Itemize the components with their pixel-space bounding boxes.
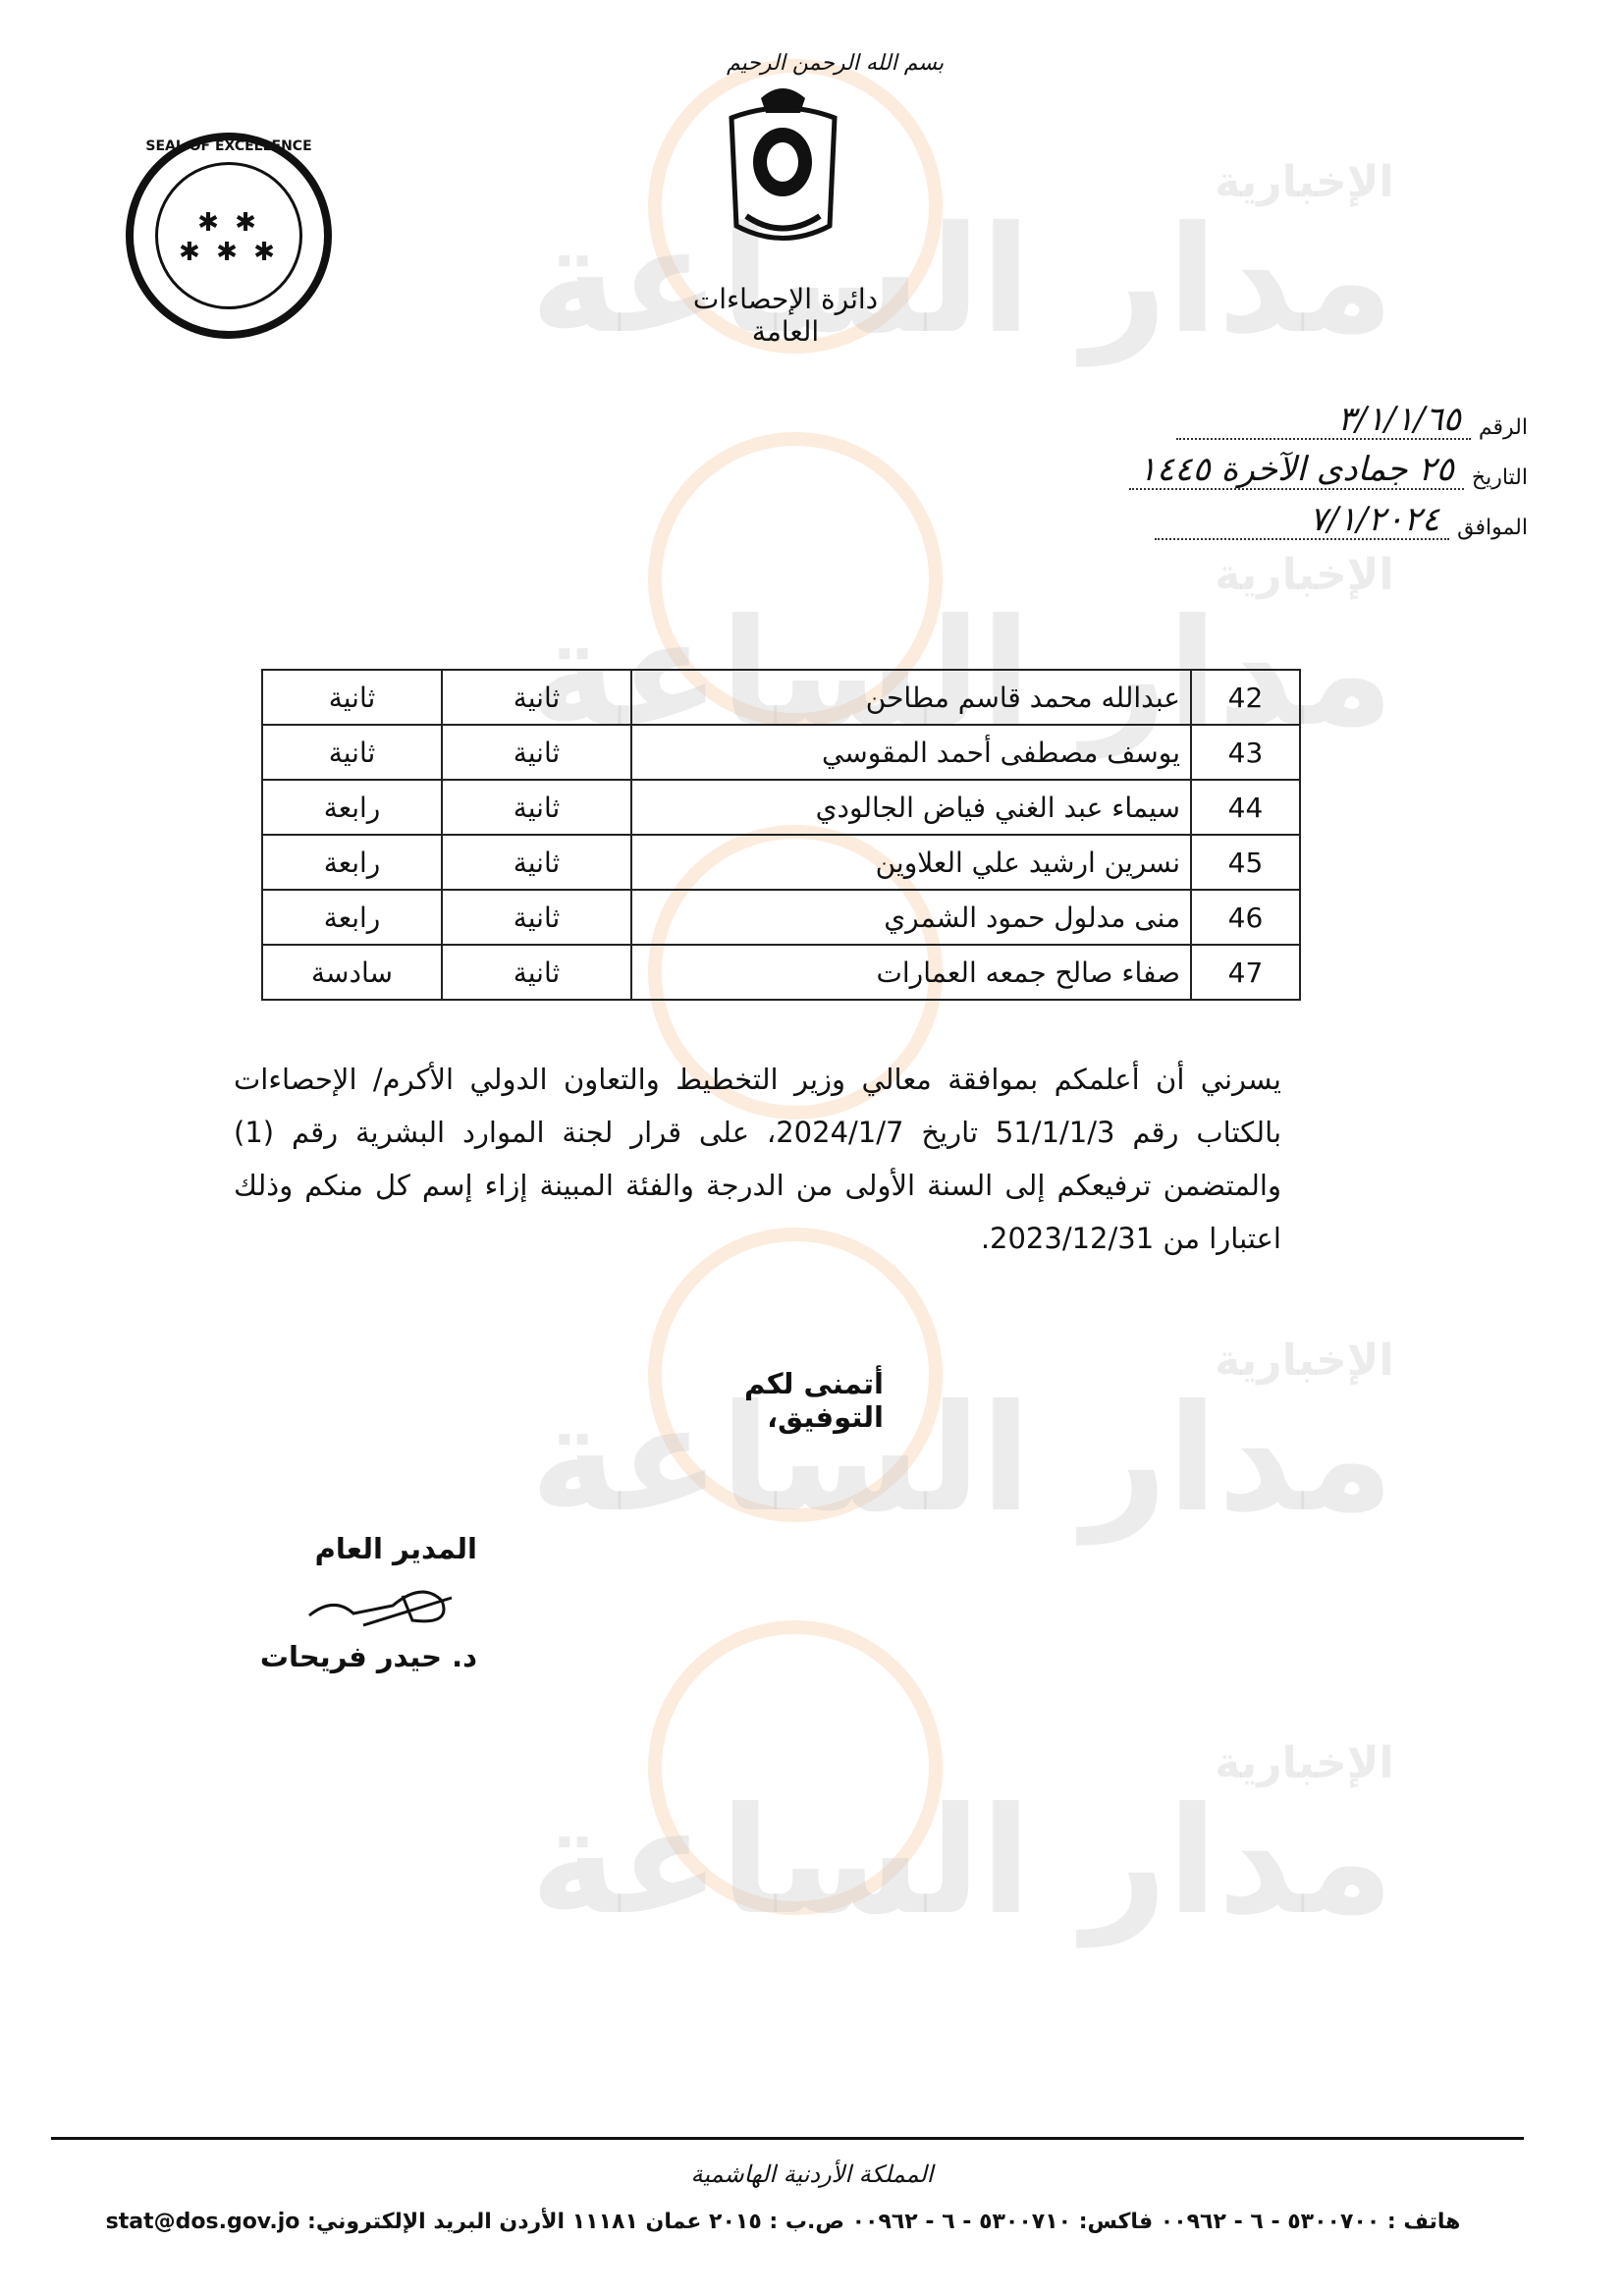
promotion-table: 42 عبدالله محمد قاسم مطاحن ثانية ثانية 43 يوس… [261,669,1301,1001]
contact-info: هاتف : ٥٣٠٠٧٠٠ - ٦ - ٠٠٩٦٢ فاكس: ٥٣٠٠٧١٠… [105,2210,1461,2234]
corresponding-value: ٧/١/٢٠٢٤ [1155,501,1450,540]
category-cell: رابعة [261,779,443,836]
row-number: 46 [1190,889,1301,946]
row-number: 47 [1190,944,1301,1001]
grade-cell: ثانية [441,944,632,1001]
grade-cell: ثانية [441,779,632,836]
number-label: الرقم [1478,415,1528,440]
date-label: التاريخ [1471,465,1528,490]
table-row: 43 يوسف مصطفى أحمد المقوسي ثانية ثانية [261,724,1301,781]
row-number: 44 [1190,779,1301,836]
date-value: ٢٥ جمادى الآخرة ١٤٤٥ [1128,451,1464,490]
basmala: بسم الله الرحمن الرحيم [727,51,945,76]
grade-cell: ثانية [441,724,632,781]
row-number: 42 [1190,669,1301,726]
number-value: ٣/١/١/٦٥ [1175,401,1471,440]
employee-name: سيماء عبد الغني فياض الجالودي [630,779,1192,836]
body-paragraph: يسرني أن أعلمكم بموافقة معالي وزير التخط… [234,1063,1282,1255]
category-cell: رابعة [261,834,443,891]
table-row: 45 نسرين ارشيد علي العلاوين ثانية رابعة [261,834,1301,891]
category-cell: سادسة [261,944,443,1001]
category-cell: ثانية [261,724,443,781]
employee-name: نسرين ارشيد علي العلاوين [630,834,1192,891]
department-name: دائرة الإحصاءات العامة [692,283,879,348]
corresponding-date-field: الموافق ٧/١/٢٠٢٤ [1155,501,1528,540]
grade-cell: ثانية [441,889,632,946]
category-cell: ثانية [261,669,443,726]
employee-name: يوسف مصطفى أحمد المقوسي [630,724,1192,781]
table-row: 44 سيماء عبد الغني فياض الجالودي ثانية رابع… [261,779,1301,836]
handwritten-signature [308,1590,453,1627]
grade-cell: ثانية [441,834,632,891]
kingdom-name: المملكة الأردنية الهاشمية [690,2160,934,2188]
grade-cell: ثانية [441,669,632,726]
employee-name: منى مدلول حمود الشمري [630,889,1192,946]
footer-divider [51,2137,1524,2140]
signatory-title: المدير العام [314,1532,477,1565]
table-row: 46 منى مدلول حمود الشمري ثانية رابعة [261,889,1301,946]
date-field: التاريخ ٢٥ جمادى الآخرة ١٤٤٥ [1128,451,1528,490]
table-row: 42 عبدالله محمد قاسم مطاحن ثانية ثانية [261,669,1301,726]
jordan-coat-of-arms-icon [729,88,838,241]
row-number: 45 [1190,834,1301,891]
seal-of-excellence-logo: SEAL OF EXCELLENCE ✱ ✱ ✱ ✱ ✱ [126,133,332,339]
signatory-name: د. حيدر فريحات [259,1640,477,1673]
row-number: 43 [1190,724,1301,781]
closing-line: أتمنى لكم التوفيق، [743,1367,884,1434]
employee-name: صفاء صالح جمعه العمارات [630,944,1192,1001]
reference-number-field: الرقم ٣/١/١/٦٥ [1175,401,1528,440]
corresponding-label: الموافق [1457,516,1528,540]
employee-name: عبدالله محمد قاسم مطاحن [630,669,1192,726]
category-cell: رابعة [261,889,443,946]
table-row: 47 صفاء صالح جمعه العمارات ثانية سادسة [261,944,1301,1001]
